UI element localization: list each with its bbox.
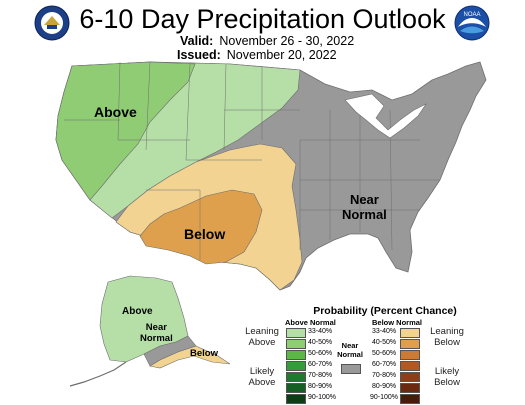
legend-below-range-2: 40-50% bbox=[372, 339, 397, 346]
legend-below-range-7: 90-100% bbox=[370, 394, 399, 401]
legend-likely-below: Likely Below bbox=[425, 366, 469, 388]
valid-value: November 26 - 30, 2022 bbox=[219, 34, 355, 48]
legend-title: Probability (Percent Chance) bbox=[313, 305, 457, 317]
legend-above-range-3: 50-60% bbox=[308, 350, 333, 357]
alaska-below-region bbox=[149, 345, 231, 369]
label-near-normal-east-line1: Near bbox=[349, 192, 379, 207]
legend-above-range-6: 80-90% bbox=[308, 383, 333, 390]
legend-near-normal-swatch bbox=[341, 364, 361, 374]
legend-above-swatch-4 bbox=[286, 361, 306, 371]
legend-above-swatch-2 bbox=[286, 339, 306, 349]
legend-below-swatch-2 bbox=[400, 339, 420, 349]
legend-below-range-4: 60-70% bbox=[372, 361, 397, 368]
legend-near-normal-header: Near Normal bbox=[336, 341, 364, 359]
legend-below-swatch-6 bbox=[400, 383, 420, 393]
below-40-50-region bbox=[139, 189, 263, 265]
legend-above-header: Above Normal bbox=[285, 318, 336, 327]
noaa-logo-text: NOAA bbox=[463, 12, 480, 18]
legend-above-swatch-6 bbox=[286, 383, 306, 393]
valid-label: Valid: bbox=[180, 34, 214, 48]
legend-below-header: Below Normal bbox=[372, 318, 423, 327]
label-alaska-above: Above bbox=[122, 306, 153, 317]
legend-leaning-below: Leaning Below bbox=[425, 326, 469, 348]
legend-above-range-5: 70-80% bbox=[308, 372, 333, 379]
noaa-cpc-seal-icon bbox=[34, 5, 70, 41]
label-alaska-below: Below bbox=[190, 348, 218, 359]
noaa-logo-icon: NOAA bbox=[454, 5, 490, 41]
label-near-normal-east: Near Normal bbox=[342, 192, 387, 222]
legend-likely-below-line2: Below bbox=[434, 377, 460, 388]
legend-above-swatch-7 bbox=[286, 394, 306, 404]
legend-below-swatch-4 bbox=[400, 361, 420, 371]
legend-leaning-below-line1: Leaning bbox=[430, 326, 464, 337]
legend-likely-below-line1: Likely bbox=[434, 366, 460, 377]
legend-below-range-5: 70-80% bbox=[372, 372, 397, 379]
issued-value: November 20, 2022 bbox=[226, 48, 337, 62]
great-lakes bbox=[344, 93, 427, 139]
issued-label: Issued: bbox=[177, 48, 221, 62]
above-40-50-region bbox=[55, 61, 196, 201]
label-alaska-near-normal: Near Normal bbox=[140, 322, 173, 344]
legend-below-range-6: 80-90% bbox=[372, 383, 397, 390]
label-alaska-near-line1: Near bbox=[145, 322, 167, 333]
legend-leaning-above: Leaning Above bbox=[240, 326, 284, 348]
legend-above-swatch-3 bbox=[286, 350, 306, 360]
legend-above-range-2: 40-50% bbox=[308, 339, 333, 346]
legend-below-range-3: 50-60% bbox=[372, 350, 397, 357]
legend-likely-above: Likely Above bbox=[240, 366, 284, 388]
alaska-aleutians bbox=[69, 361, 127, 387]
legend-likely-above-line1: Likely bbox=[249, 366, 275, 377]
label-near-normal-east-line2: Normal bbox=[342, 207, 387, 222]
legend-above-range-7: 90-100% bbox=[308, 394, 337, 401]
label-below-southwest: Below bbox=[184, 226, 226, 242]
legend-near-normal-line1: Near bbox=[341, 341, 359, 350]
map-title: 6-10 Day Precipitation Outlook bbox=[79, 4, 446, 34]
legend-below-swatch-7 bbox=[400, 394, 420, 404]
legend-below-swatch-1 bbox=[400, 328, 420, 338]
legend-above-range-1: 33-40% bbox=[308, 328, 333, 335]
legend-likely-above-line2: Above bbox=[248, 377, 276, 388]
legend-near-normal-line2: Normal bbox=[337, 350, 363, 359]
legend-leaning-below-line2: Below bbox=[434, 337, 460, 348]
label-above-west: Above bbox=[94, 104, 137, 120]
legend-above-swatch-5 bbox=[286, 372, 306, 382]
issued-date: Issued: November 20, 2022 bbox=[177, 48, 337, 62]
legend-leaning-above-line1: Leaning bbox=[245, 326, 279, 337]
legend-below-range-1: 33-40% bbox=[372, 328, 397, 335]
legend-below-swatch-5 bbox=[400, 372, 420, 382]
valid-dates: Valid: November 26 - 30, 2022 bbox=[180, 34, 354, 48]
legend-leaning-above-line2: Above bbox=[248, 337, 276, 348]
legend-above-swatch-1 bbox=[286, 328, 306, 338]
legend-above-range-4: 60-70% bbox=[308, 361, 333, 368]
legend-below-swatch-3 bbox=[400, 350, 420, 360]
label-alaska-near-line2: Normal bbox=[140, 333, 173, 344]
